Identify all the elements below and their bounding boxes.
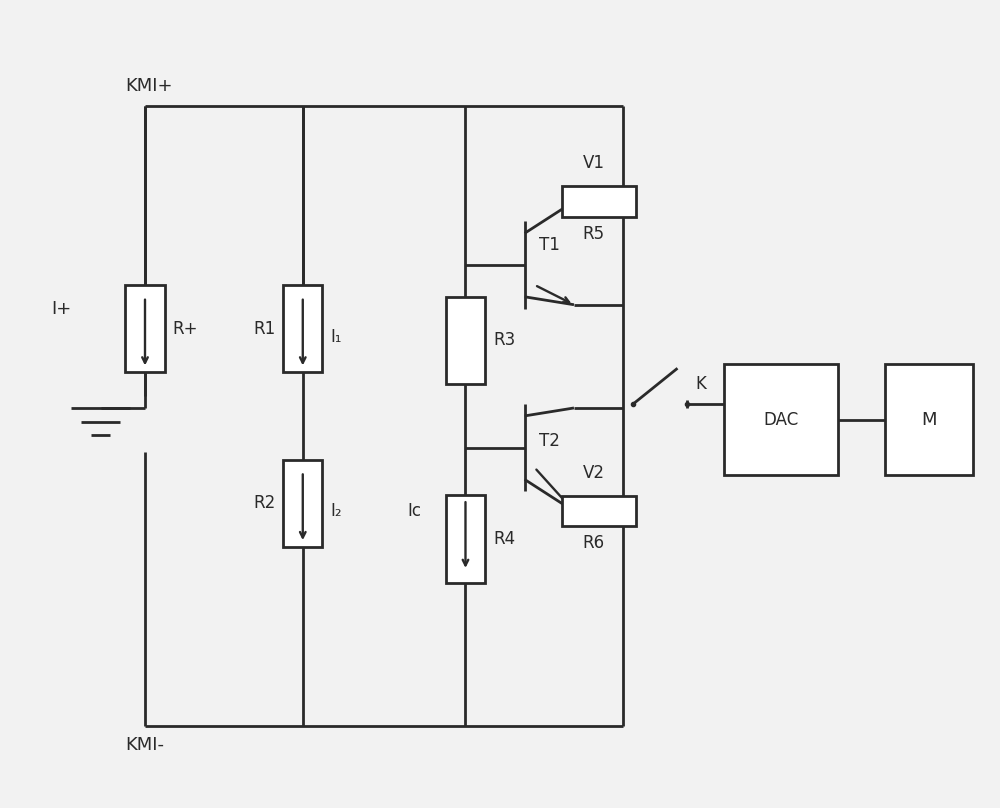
Text: I+: I+ [51, 300, 71, 318]
Text: M: M [921, 411, 937, 429]
Text: DAC: DAC [763, 411, 799, 429]
Text: I₁: I₁ [330, 327, 342, 346]
Text: R6: R6 [583, 534, 605, 552]
Bar [724, 364, 838, 475]
Text: R+: R+ [173, 319, 198, 338]
Text: R3: R3 [493, 331, 515, 350]
Text: KMI-: KMI- [125, 736, 164, 755]
Bar [562, 187, 636, 217]
Bar [283, 285, 322, 372]
Text: R5: R5 [583, 225, 605, 242]
Bar [125, 285, 165, 372]
Text: T1: T1 [539, 236, 560, 255]
Bar [283, 460, 322, 547]
Text: Iᴄ: Iᴄ [407, 503, 421, 520]
Bar [446, 297, 485, 384]
Text: R1: R1 [253, 319, 275, 338]
Bar [885, 364, 973, 475]
Text: I₂: I₂ [330, 503, 342, 520]
Text: K: K [695, 375, 706, 393]
Bar [562, 496, 636, 526]
Bar [446, 495, 485, 583]
Text: KMI+: KMI+ [125, 78, 173, 95]
Text: V2: V2 [583, 464, 605, 482]
Text: R2: R2 [253, 494, 275, 512]
Text: T2: T2 [539, 432, 560, 450]
Text: V1: V1 [583, 154, 605, 172]
Text: R4: R4 [493, 530, 515, 548]
